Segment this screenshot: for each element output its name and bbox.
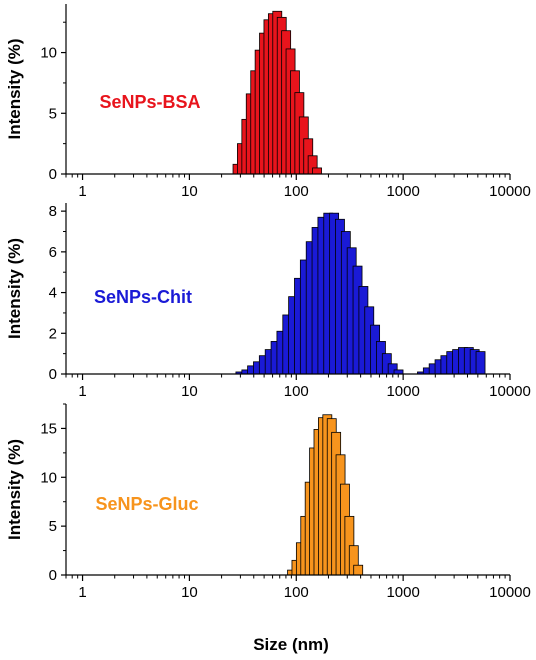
y-tick-label: 0 <box>49 166 57 183</box>
x-tick-label: 1000 <box>386 383 419 400</box>
y-tick-label: 8 <box>49 203 57 220</box>
y-tick-label: 5 <box>49 518 57 535</box>
bar <box>393 369 404 375</box>
sample-label: SeNPs-BSA <box>99 92 200 112</box>
chart-panel-middle: 1 10 100 1000 10000 0 2 4 6 8 Intensity (%) SeNPs-C… <box>5 203 531 400</box>
sample-label: SeNPs-Chit <box>94 287 192 307</box>
y-axis-title: Intensity (%) <box>5 38 24 139</box>
x-tick-label: 100 <box>284 383 309 400</box>
x-tick-label: 10000 <box>489 383 531 400</box>
chart-panel-bottom: 1 10 100 1000 10000 0 5 10 15 Intensity (%) SeNPs-… <box>5 403 531 601</box>
y-tick-label: 5 <box>49 105 57 122</box>
y-axis-title: Intensity (%) <box>5 439 24 540</box>
bar <box>353 564 364 576</box>
y-tick-label: 15 <box>40 420 57 437</box>
bar-series <box>235 212 486 375</box>
y-tick-label: 4 <box>49 285 57 302</box>
x-tick-label: 1 <box>78 383 86 400</box>
y-tick-label: 2 <box>49 325 57 342</box>
chart-panel-top: 1 10 100 1000 10000 0 5 10 Intensity (%) SeNPs-BS… <box>5 4 531 200</box>
x-tick-label: 10 <box>181 383 198 400</box>
bar <box>475 351 486 375</box>
x-tick-label: 10 <box>181 584 198 601</box>
y-axis-title: Intensity (%) <box>5 238 24 339</box>
sample-label: SeNPs-Gluc <box>95 494 198 514</box>
x-tick-label: 100 <box>284 584 309 601</box>
y-tick-label: 0 <box>49 366 57 383</box>
y-tick-label: 10 <box>40 45 57 62</box>
x-tick-label: 1000 <box>386 584 419 601</box>
x-axis-title: Size (nm) <box>253 635 329 654</box>
y-tick-label: 6 <box>49 244 57 261</box>
y-tick-label: 0 <box>49 567 57 584</box>
x-tick-label: 1 <box>78 183 86 200</box>
x-tick-label: 10 <box>181 183 198 200</box>
bar-series <box>287 414 364 576</box>
x-tick-label: 1 <box>78 584 86 601</box>
bar-series <box>232 10 322 175</box>
bar <box>312 167 322 175</box>
x-tick-label: 100 <box>284 183 309 200</box>
x-tick-label: 1000 <box>386 183 419 200</box>
x-tick-label: 10000 <box>489 183 531 200</box>
y-tick-label: 10 <box>40 469 57 486</box>
x-tick-label: 10000 <box>489 584 531 601</box>
